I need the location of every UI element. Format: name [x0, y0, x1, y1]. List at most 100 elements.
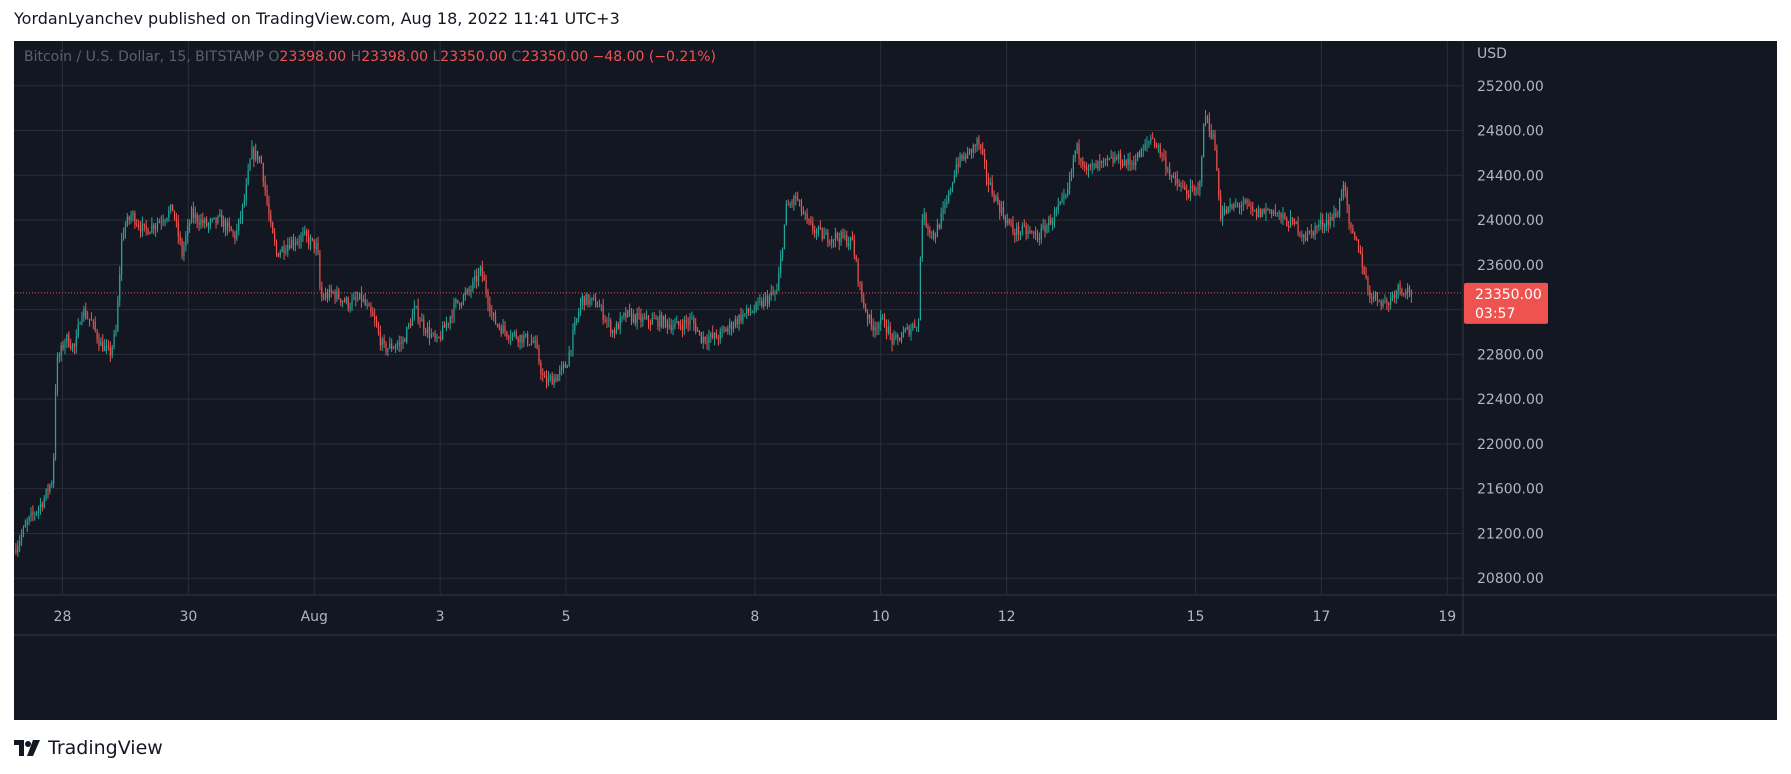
candle-body — [1002, 207, 1005, 217]
candle-body — [853, 240, 855, 256]
candle-body — [404, 339, 406, 342]
candle-body — [621, 316, 623, 318]
candle-body — [202, 219, 204, 224]
candle-body — [287, 244, 289, 251]
candle-body — [1070, 170, 1073, 176]
candle-body — [68, 334, 70, 347]
candle-body — [1238, 204, 1241, 208]
candle-body — [978, 139, 980, 145]
candle-body — [527, 333, 529, 345]
candle-body — [608, 320, 610, 322]
candle-body — [181, 240, 183, 256]
candle-body — [536, 340, 538, 349]
candle-body — [143, 223, 145, 226]
candle-body — [557, 374, 559, 382]
candle-body — [285, 250, 287, 254]
candle-body — [1318, 224, 1320, 228]
candle-body — [459, 302, 461, 306]
candle-body — [358, 293, 361, 300]
candle-body — [1331, 217, 1333, 221]
candle-body — [734, 319, 736, 326]
candle-body — [511, 333, 514, 338]
candle-body — [1184, 186, 1186, 190]
candle-body — [411, 314, 414, 326]
candle-body — [428, 327, 431, 338]
candle-body — [778, 272, 780, 291]
candle-body — [1163, 155, 1165, 158]
y-tick-label: 22400.00 — [1477, 392, 1544, 408]
candle-body — [206, 219, 208, 227]
candle-body — [874, 327, 876, 331]
candle-body — [170, 204, 172, 211]
candle-body — [1310, 230, 1312, 232]
candle-body — [1344, 184, 1346, 191]
candle-body — [311, 238, 313, 240]
candle-body — [426, 327, 429, 334]
candle-body — [1170, 176, 1173, 178]
candle-body — [938, 224, 940, 229]
candle-body — [1123, 160, 1125, 166]
candle-body — [1352, 228, 1354, 234]
candle-body — [897, 335, 899, 338]
candle-body — [166, 217, 168, 221]
candle-body — [868, 314, 871, 319]
candle-body — [1286, 218, 1288, 226]
candle-body — [1095, 163, 1097, 169]
candle-body — [1265, 209, 1267, 214]
candle-body — [370, 306, 372, 313]
chart-area[interactable]: 25200.00 24800.00 24400.00 24000.00 23600.00… — [14, 41, 1777, 720]
candle-body — [1174, 175, 1176, 179]
x-tick-label: 3 — [436, 609, 445, 625]
candle-body — [172, 204, 174, 212]
candle-body — [281, 246, 283, 253]
candle-body — [102, 341, 104, 351]
candle-body — [921, 219, 923, 258]
candle-body — [379, 332, 381, 346]
candle-body — [1288, 225, 1290, 228]
candle-body — [553, 377, 555, 385]
candle-body — [1074, 150, 1076, 159]
candle-body — [28, 516, 30, 522]
candle-body — [198, 222, 200, 225]
candlestick-chart[interactable]: 25200.00 24800.00 24400.00 24000.00 23600.00… — [14, 41, 1777, 720]
candle-body — [175, 218, 177, 222]
candle-body — [326, 293, 329, 299]
candle-body — [389, 343, 391, 349]
candle-body — [1044, 225, 1046, 233]
candle-body — [1197, 188, 1199, 190]
candle-body — [691, 318, 693, 320]
candle-body — [829, 242, 831, 244]
candle-body — [1042, 225, 1044, 228]
candle-body — [681, 326, 684, 331]
bar-countdown: 03:57 — [1475, 306, 1515, 322]
candle-body — [789, 203, 791, 206]
candle-body — [234, 232, 236, 240]
candle-body — [100, 341, 102, 346]
candle-body — [640, 314, 642, 322]
brand-name: TradingView — [48, 737, 163, 759]
candle-body — [953, 175, 956, 183]
candle-body — [967, 150, 969, 159]
candle-body — [710, 333, 712, 338]
candle-body — [493, 312, 495, 316]
candle-body — [1050, 218, 1052, 225]
candle-body — [946, 201, 948, 205]
candle-body — [1297, 221, 1299, 234]
candle-body — [963, 155, 965, 160]
candle-body — [787, 204, 789, 206]
candle-body — [88, 318, 91, 320]
candle-body — [73, 344, 76, 347]
candle-body — [121, 239, 123, 274]
candle-body — [302, 233, 304, 237]
candle-body — [1231, 204, 1233, 209]
candle-body — [260, 157, 262, 164]
candle-body — [906, 326, 908, 330]
candle-body — [1108, 157, 1110, 160]
candle-body — [844, 235, 846, 238]
candle-body — [1201, 157, 1203, 182]
candle-body — [746, 308, 748, 314]
candle-body — [866, 311, 869, 319]
candle-body — [521, 334, 523, 343]
candle-body — [802, 211, 804, 215]
candle-body — [570, 350, 572, 352]
